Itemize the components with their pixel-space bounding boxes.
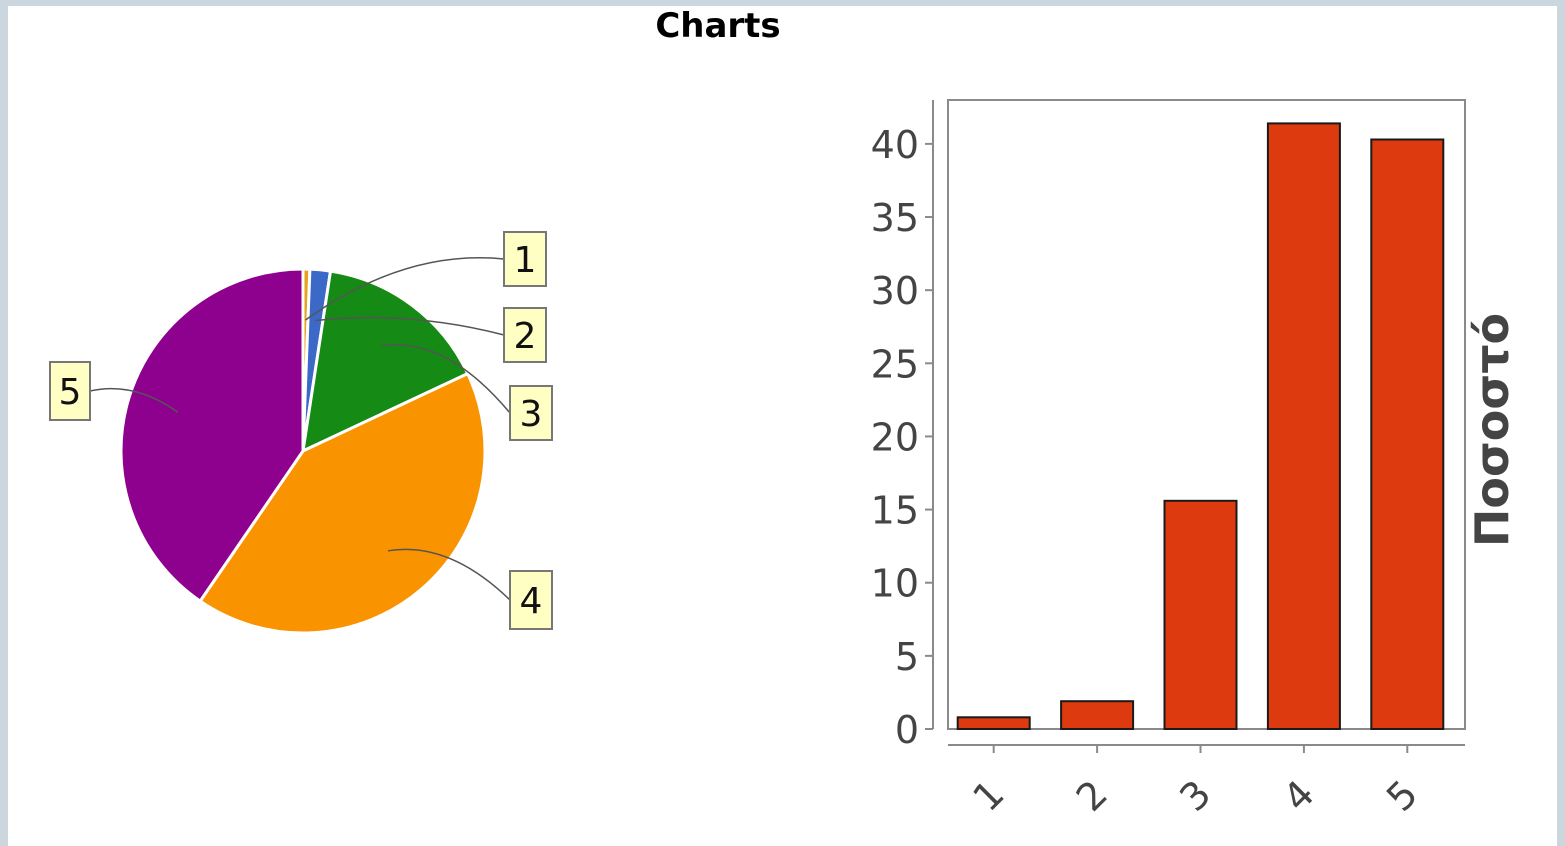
x-tick-label: 4 — [1275, 772, 1323, 820]
pie-slice-3 — [301, 269, 470, 454]
y-tick-label: 20 — [871, 415, 919, 459]
pie-label-box-2 — [503, 307, 547, 363]
y-tick-label: 40 — [871, 123, 919, 167]
bar-4 — [1266, 122, 1341, 730]
pie-label-3: 3 — [520, 394, 543, 435]
y-tick-label: 35 — [871, 196, 919, 240]
pie-slice-5 — [119, 267, 305, 604]
pie-label-box-3 — [509, 385, 553, 441]
pie-leader-3 — [381, 344, 511, 414]
bar-1 — [956, 716, 1031, 730]
bar-3 — [1163, 499, 1238, 730]
bar-5 — [1370, 138, 1445, 730]
page-title: Charts — [655, 6, 781, 46]
x-tick-label: 2 — [1068, 772, 1116, 820]
pie-chart: 1 2 3 4 5 — [49, 231, 553, 635]
y-tick-label: 25 — [871, 342, 919, 386]
y-tick-label: 5 — [895, 635, 919, 679]
pie-leader-4 — [387, 548, 511, 601]
pie-label-1: 1 — [514, 240, 537, 281]
y-axis-label: Ποσοστό — [1465, 313, 1519, 547]
y-tick-label: 0 — [895, 708, 919, 752]
x-tick-label: 3 — [1171, 772, 1219, 820]
pie-label-box-1 — [503, 231, 547, 287]
x-tick-label: 5 — [1378, 772, 1426, 820]
x-tick-label: 1 — [964, 772, 1012, 820]
pie-slice-4 — [198, 371, 487, 635]
bar-2 — [1060, 700, 1135, 730]
y-tick-label: 10 — [871, 562, 919, 606]
pie-leader-2 — [315, 316, 505, 336]
pie-label-box-5 — [49, 361, 91, 421]
pie-label-2: 2 — [514, 316, 537, 357]
y-tick-label: 30 — [871, 269, 919, 313]
pie-leader-5 — [89, 387, 179, 413]
pie-label-5: 5 — [59, 372, 82, 413]
y-tick-label: 15 — [871, 489, 919, 533]
pie-label-4: 4 — [520, 581, 543, 622]
pie-label-box-4 — [509, 570, 553, 630]
bar-chart: 0 5 10 15 20 25 30 35 40 1 2 3 4 5 Ποσοστό — [871, 99, 1519, 820]
pie-leader-1 — [305, 257, 505, 321]
